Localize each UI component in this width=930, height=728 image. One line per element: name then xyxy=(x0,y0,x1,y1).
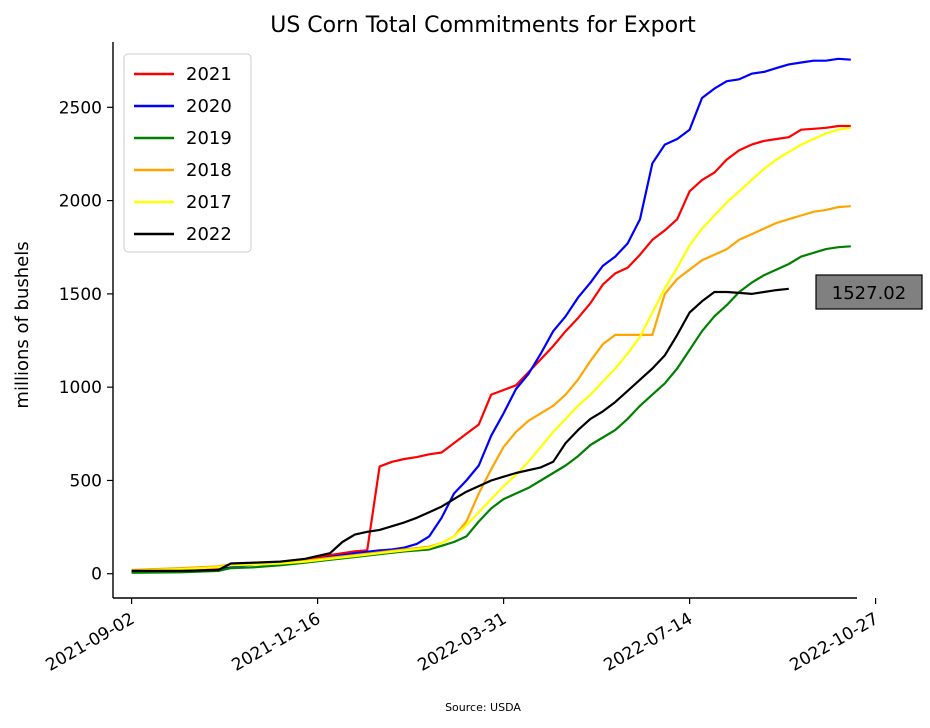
y-axis-ticks: 0 500 1000 1500 2000 2500 xyxy=(59,98,113,585)
x-tick-label: 2022-07-14 xyxy=(601,609,697,676)
y-tick-label: 1000 xyxy=(59,378,102,398)
y-tick-label: 500 xyxy=(70,471,102,491)
y-tick-label: 2500 xyxy=(59,98,102,118)
legend-label: 2020 xyxy=(186,96,232,117)
x-tick-label: 2021-09-02 xyxy=(43,609,139,676)
callout-box xyxy=(815,274,923,310)
legend-entries: 2021 2020 2019 2018 2017 2022 xyxy=(134,64,232,245)
legend-label: 2021 xyxy=(186,64,232,85)
x-tick-label: 2021-12-16 xyxy=(229,609,325,676)
legend-label: 2017 xyxy=(186,192,232,213)
legend-label: 2018 xyxy=(186,160,232,181)
legend-label: 2019 xyxy=(186,128,232,149)
series-lines xyxy=(131,57,851,574)
y-tick-label: 0 xyxy=(91,565,102,585)
series-line-2021 xyxy=(131,124,851,572)
series-line-2020 xyxy=(131,57,851,573)
y-tick-label: 2000 xyxy=(59,192,102,212)
y-tick-label: 1500 xyxy=(59,285,102,305)
legend-label: 2022 xyxy=(186,224,232,245)
series-line-2018 xyxy=(131,205,851,572)
series-line-2022 xyxy=(131,287,789,573)
series-line-2019 xyxy=(131,245,851,574)
chart-title: US Corn Total Commitments for Export xyxy=(270,13,696,38)
x-tick-label: 2022-03-31 xyxy=(415,609,511,676)
last-value-callout: 1527.02 xyxy=(815,274,923,310)
legend: 2021 2020 2019 2018 2017 2022 xyxy=(123,53,252,253)
callout-value: 1527.02 xyxy=(832,283,906,304)
x-axis-ticks: 2021-09-02 2021-12-16 2022-03-31 2022-07-14… xyxy=(43,598,883,676)
source-note: Source: USDA xyxy=(445,701,521,714)
series-line-2017 xyxy=(131,126,851,572)
y-axis-label: millions of bushels xyxy=(12,241,33,408)
x-tick-label: 2022-10-27 xyxy=(787,609,883,676)
